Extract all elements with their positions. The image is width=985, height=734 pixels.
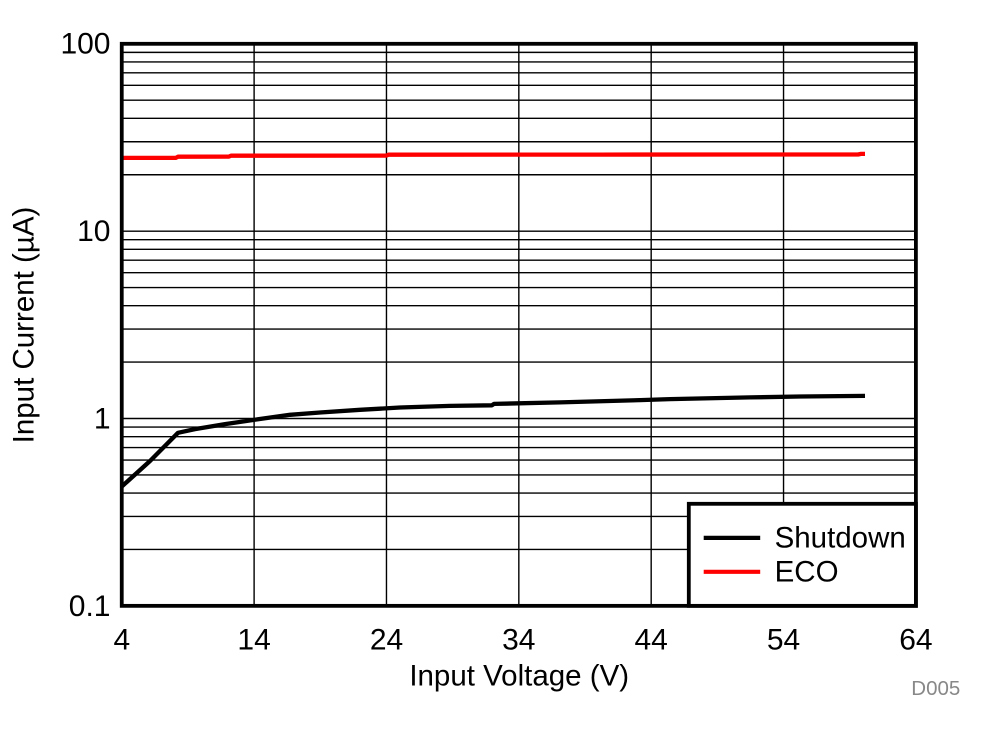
svg-text:10: 10	[77, 215, 110, 248]
svg-text:64: 64	[899, 624, 932, 657]
svg-text:0.1: 0.1	[69, 590, 111, 623]
svg-text:ECO: ECO	[775, 556, 839, 589]
svg-text:Shutdown: Shutdown	[775, 522, 906, 555]
svg-text:14: 14	[237, 624, 270, 657]
svg-text:54: 54	[767, 624, 800, 657]
svg-text:34: 34	[502, 624, 535, 657]
svg-text:4: 4	[113, 624, 130, 657]
svg-text:1: 1	[94, 403, 111, 436]
svg-text:Input Voltage (V): Input Voltage (V)	[409, 660, 629, 693]
svg-text:Input Current (µA): Input Current (µA)	[8, 207, 41, 444]
svg-text:100: 100	[60, 28, 110, 61]
svg-text:44: 44	[635, 624, 668, 657]
svg-text:24: 24	[370, 624, 403, 657]
svg-text:D005: D005	[911, 677, 960, 700]
